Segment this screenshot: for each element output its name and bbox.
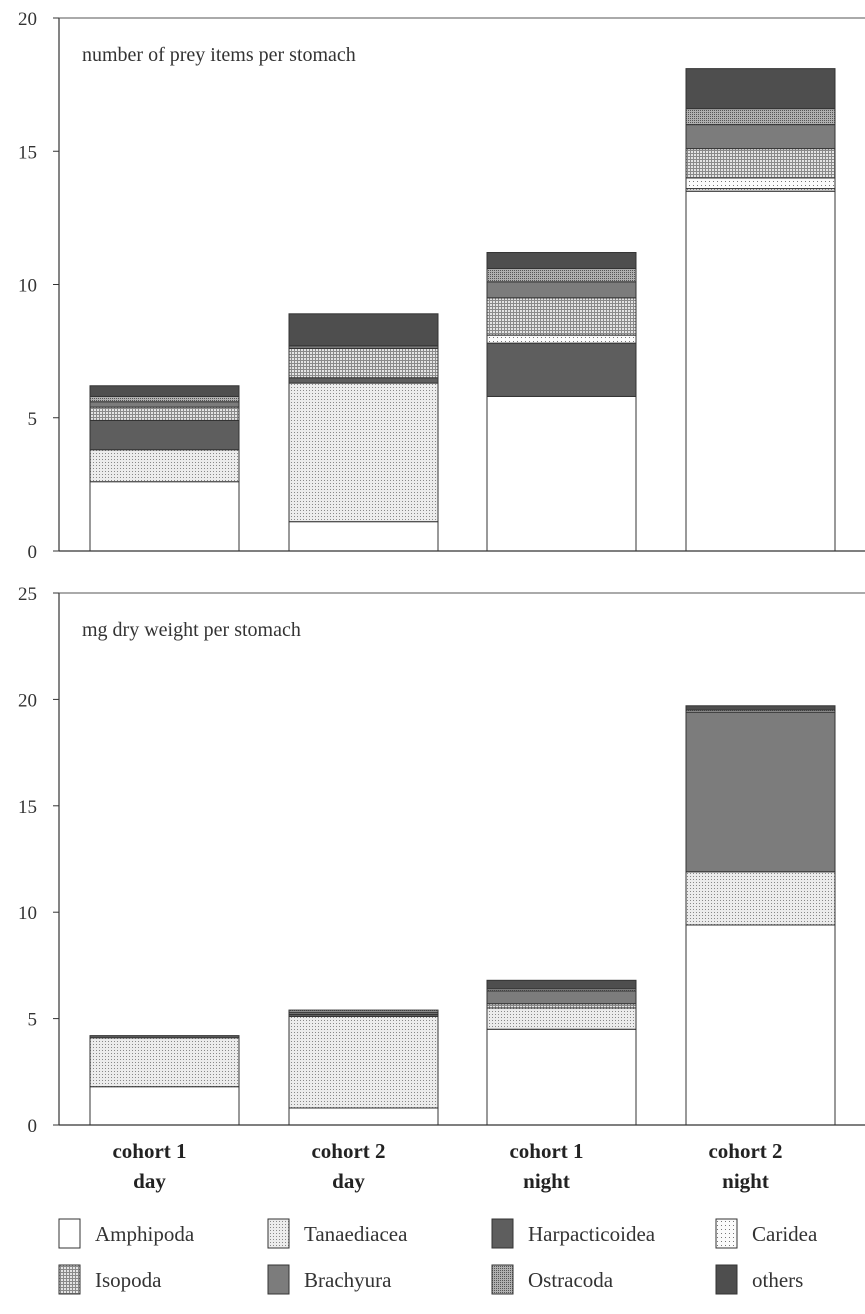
- y-tick-label: 25: [18, 584, 37, 605]
- bar-segment-others-cohort-2-night: [685, 68, 836, 110]
- bar-segment-harpacticoidea-cohort-2-day: [288, 377, 439, 384]
- legend-label-harpacticoidea: Harpacticoidea: [528, 1222, 656, 1246]
- bar-segment-others-cohort-2-day: [288, 313, 439, 347]
- bar-segment-ostracoda-cohort-1-day: [89, 395, 240, 403]
- bar-segment-tanaediacea-cohort-1-day: [89, 1037, 240, 1088]
- bar-segment-others-cohort-1-day: [89, 385, 240, 397]
- bar-segment-amphipoda-cohort-2-day: [288, 521, 439, 552]
- y-tick-label: 10: [18, 903, 37, 924]
- bar-segment-ostracoda-cohort-2-day: [288, 1009, 439, 1013]
- bar-segment-brachyura-cohort-1-day: [89, 401, 240, 408]
- bar-segment-brachyura-cohort-2-night: [685, 711, 836, 873]
- legend-label-isopoda: Isopoda: [95, 1268, 162, 1292]
- category-axis-labels: cohort 1 day cohort 2 day cohort 1 night cohor…: [112, 1139, 782, 1193]
- chart-panel-2: 0 5 10 15 20 25 mg dry weight per stomach: [18, 584, 865, 1137]
- bar-segment-brachyura-cohort-2-night: [685, 124, 836, 150]
- legend-label-caridea: Caridea: [752, 1222, 818, 1246]
- category-label-line2: night: [722, 1169, 769, 1193]
- legend-swatch-others: [715, 1264, 738, 1295]
- category-label-line1: cohort 2: [311, 1139, 385, 1163]
- bar-segment-isopoda-cohort-1-day: [89, 406, 240, 421]
- bar-segment-others-cohort-1-night: [486, 252, 637, 270]
- bar-segment-isopoda-cohort-2-night: [685, 148, 836, 179]
- bar-segment-ostracoda-cohort-2-night: [685, 108, 836, 126]
- category-label-line1: cohort 1: [509, 1139, 583, 1163]
- y-tick-label: 5: [28, 409, 38, 430]
- y-tick-label: 0: [28, 542, 38, 563]
- bar-segment-tanaediacea-cohort-2-day: [288, 1015, 439, 1109]
- category-label-line1: cohort 2: [708, 1139, 782, 1163]
- chart-panel-1: 0 5 10 15 20 number of prey items per stomach: [18, 9, 865, 563]
- bar-segment-tanaediacea-cohort-1-day: [89, 449, 240, 483]
- y-tick-label: 10: [18, 276, 37, 297]
- chart-title: mg dry weight per stomach: [82, 619, 301, 641]
- chart-title: number of prey items per stomach: [82, 44, 356, 66]
- bar-segment-others-cohort-2-night: [685, 705, 836, 711]
- y-tick-label: 15: [18, 797, 37, 818]
- bar-segment-ostracoda-cohort-1-night: [486, 268, 637, 283]
- bar-segment-tanaediacea-cohort-1-night: [486, 1007, 637, 1030]
- bar-segment-tanaediacea-cohort-2-night: [685, 871, 836, 926]
- bar-segment-harpacticoidea-cohort-1-night: [486, 342, 637, 397]
- legend-swatch-tanaediacea: [267, 1218, 290, 1249]
- category-label-line2: day: [332, 1169, 365, 1193]
- legend-swatch-brachyura: [267, 1264, 290, 1295]
- bar-segment-amphipoda-cohort-2-day: [288, 1107, 439, 1126]
- bar-segment-isopoda-cohort-1-night: [486, 1003, 637, 1009]
- bar-segment-isopoda-cohort-1-night: [486, 297, 637, 336]
- bar-segment-isopoda-cohort-2-day: [288, 347, 439, 379]
- legend-label-tanaediacea: Tanaediacea: [304, 1222, 408, 1246]
- bar-segment-others-cohort-1-night: [486, 979, 637, 990]
- legend-swatch-ostracoda: [491, 1264, 514, 1295]
- legend-label-amphipoda: Amphipoda: [95, 1222, 195, 1246]
- legend-label-others: others: [752, 1268, 803, 1292]
- category-label-line2: night: [523, 1169, 570, 1193]
- bar-segment-amphipoda-cohort-2-night: [685, 190, 836, 552]
- bar-segment-harpacticoidea-cohort-1-day: [89, 419, 240, 451]
- y-tick-label: 15: [18, 142, 37, 163]
- legend-swatch-isopoda: [58, 1264, 81, 1295]
- category-label-line1: cohort 1: [112, 1139, 186, 1163]
- y-tick-label: 20: [18, 9, 37, 30]
- bar-segment-brachyura-cohort-1-night: [486, 281, 637, 299]
- bar-segment-harpacticoidea-cohort-1-day: [89, 1035, 240, 1039]
- bar-segment-tanaediacea-cohort-2-day: [288, 382, 439, 523]
- legend-swatch-harpacticoidea: [491, 1218, 514, 1249]
- bar-segment-caridea-cohort-2-night: [685, 177, 836, 190]
- bar-segment-amphipoda-cohort-1-night: [486, 395, 637, 552]
- bar-segment-brachyura-cohort-1-night: [486, 990, 637, 1005]
- y-tick-label: 5: [28, 1010, 38, 1031]
- y-tick-label: 0: [28, 1116, 38, 1137]
- legend-swatch-amphipoda: [58, 1218, 81, 1249]
- legend-label-ostracoda: Ostracoda: [528, 1268, 614, 1292]
- y-tick-label: 20: [18, 690, 37, 711]
- bar-segment-amphipoda-cohort-2-night: [685, 924, 836, 1126]
- legend-swatch-caridea: [715, 1218, 738, 1249]
- legend-label-brachyura: Brachyura: [304, 1268, 392, 1292]
- bar-segment-amphipoda-cohort-1-day: [89, 481, 240, 552]
- bar-segment-amphipoda-cohort-1-night: [486, 1028, 637, 1126]
- bar-segment-amphipoda-cohort-1-day: [89, 1086, 240, 1126]
- bar-segment-caridea-cohort-1-night: [486, 334, 637, 344]
- legend: Amphipoda Tanaediacea Harpacticoidea Caride…: [58, 1218, 818, 1295]
- category-label-line2: day: [133, 1169, 166, 1193]
